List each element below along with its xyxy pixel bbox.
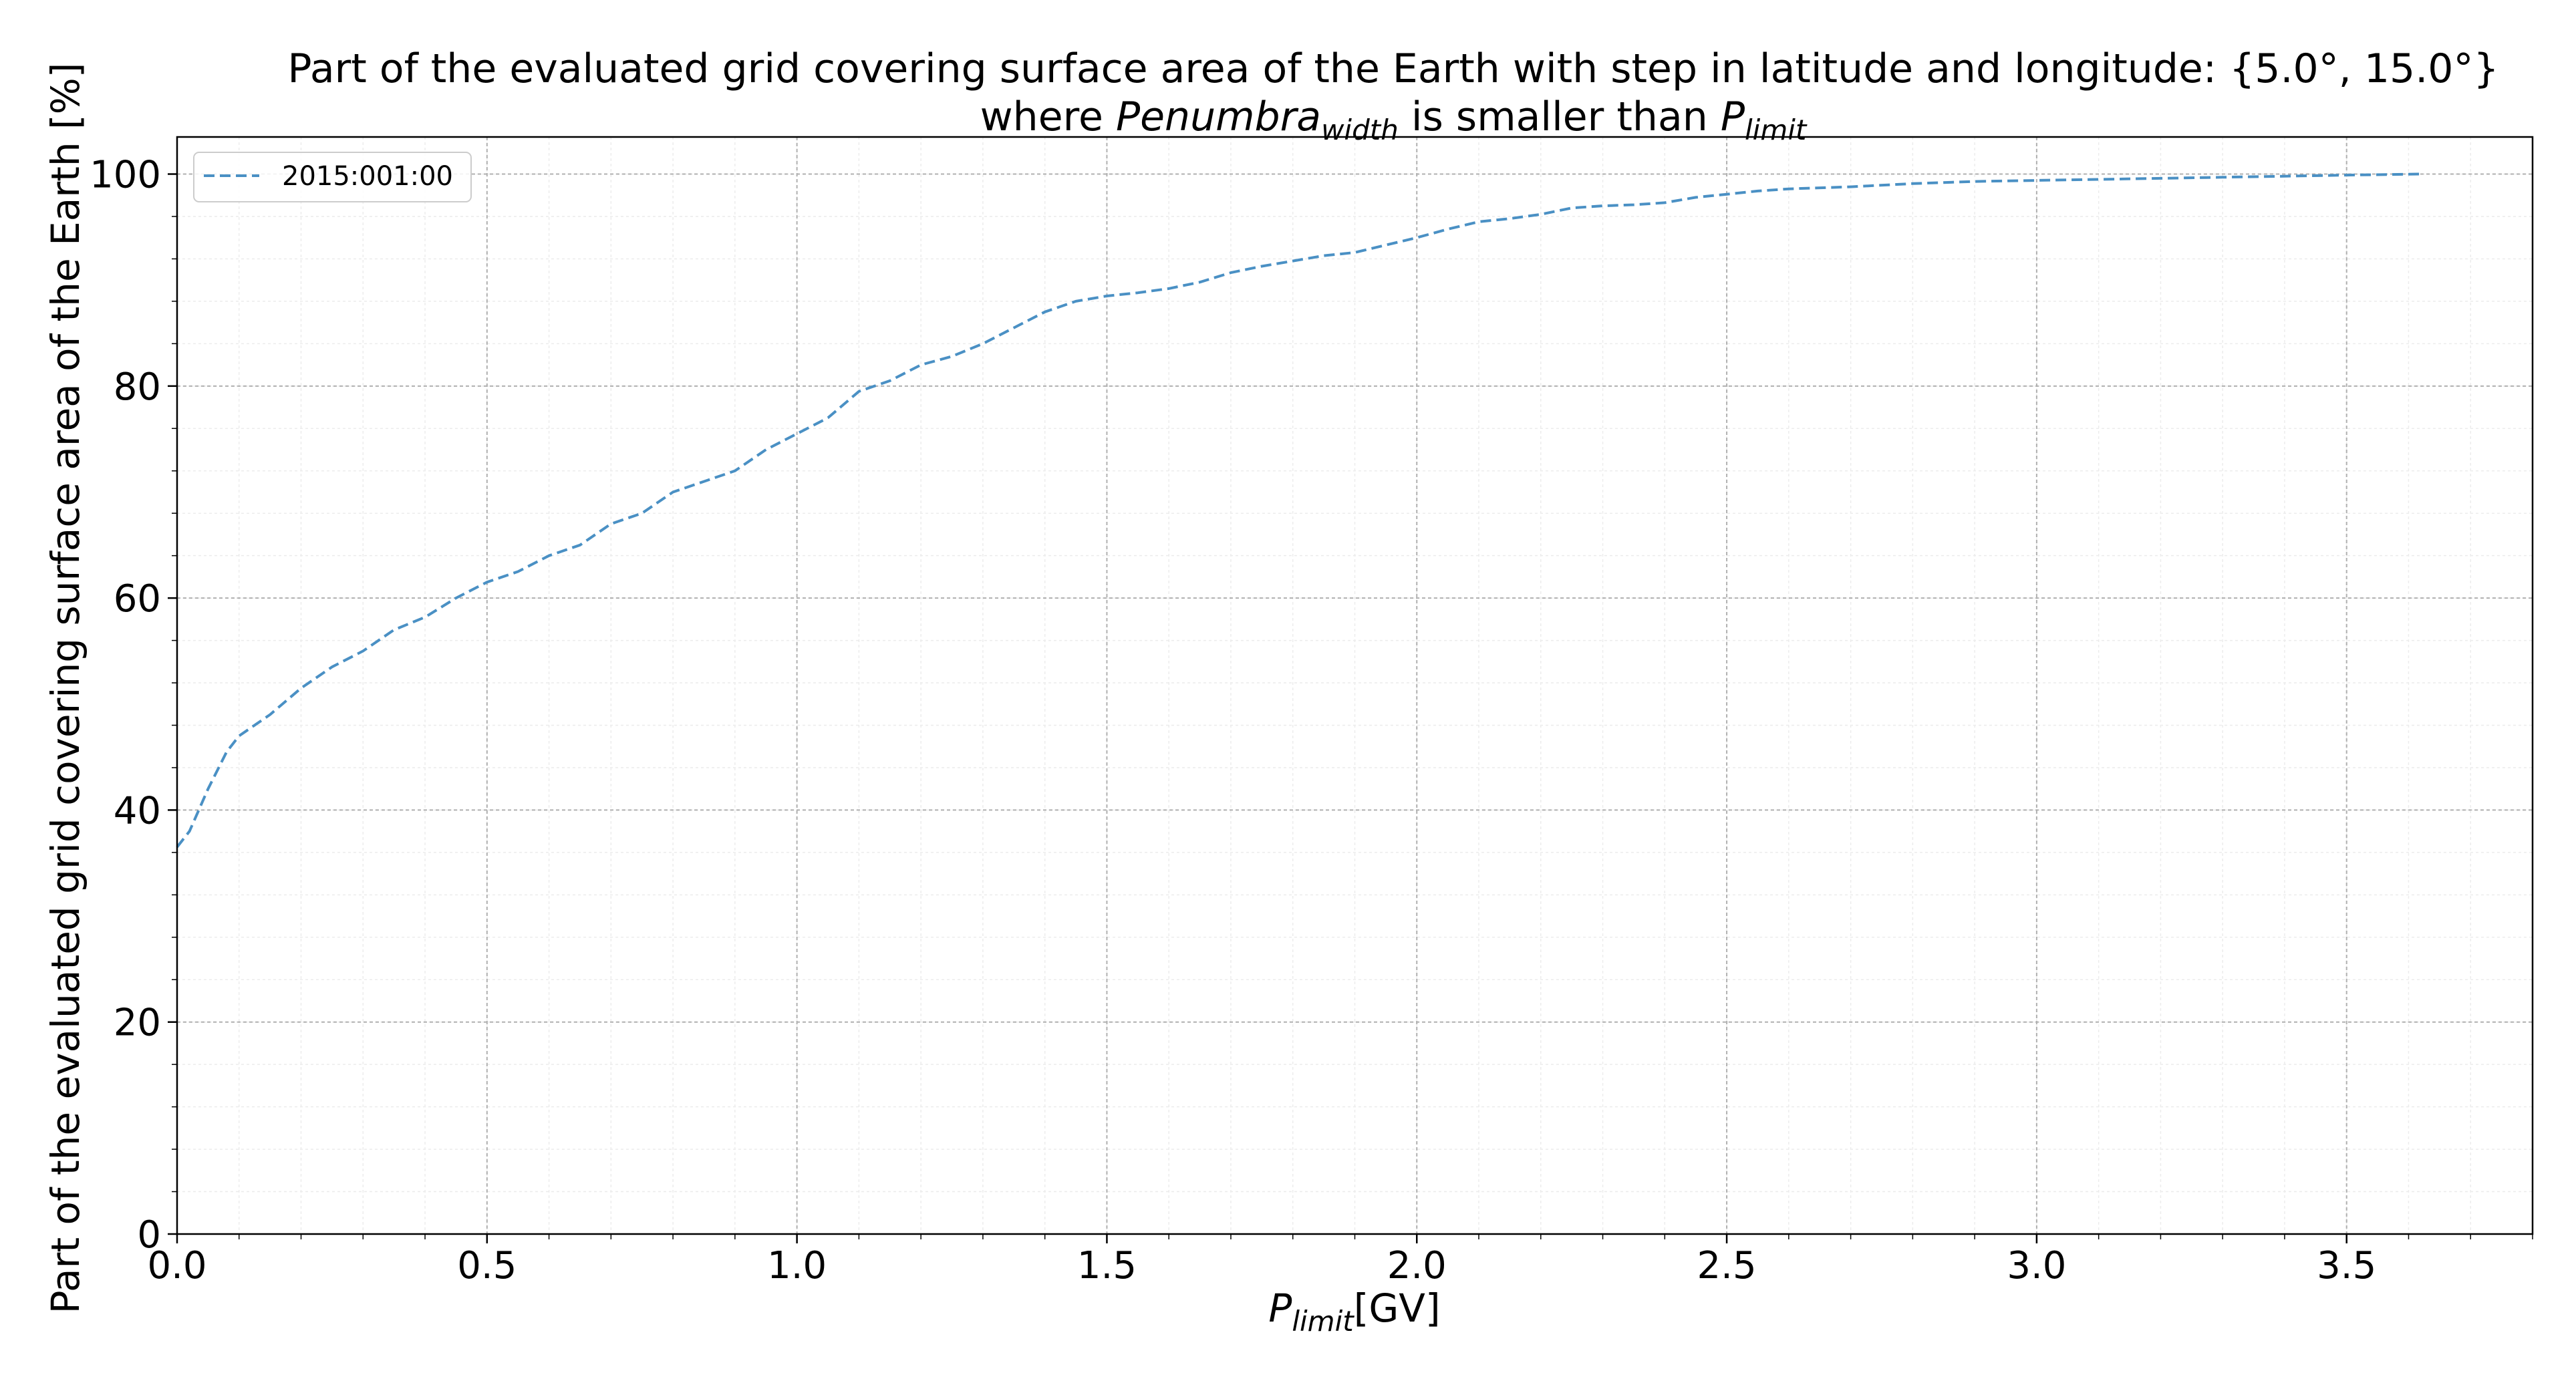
x-axis-label: Plimit[GV] (1268, 1285, 1440, 1338)
x-tick-label: 2.5 (1697, 1244, 1757, 1287)
chart-subtitle: where Penumbrawidth is smaller than Plim… (980, 94, 1808, 146)
series-line (176, 172, 2422, 849)
y-tick-label: 100 (90, 154, 161, 197)
chart-title: Part of the evaluated grid covering surf… (287, 45, 2498, 92)
x-tick-label: 0.0 (147, 1244, 206, 1287)
x-tick-label: 1.0 (767, 1244, 827, 1287)
legend: 2015:001:00 (193, 152, 472, 202)
x-axis-ticks: 0.0 0.5 1.0 1.5 2.0 2.5 3.0 3.5 (147, 1234, 2533, 1287)
legend-box (193, 152, 472, 202)
x-tick-label: 3.5 (2317, 1244, 2376, 1287)
legend-entry-label: 2015:001:00 (282, 161, 453, 192)
x-tick-label: 0.5 (457, 1244, 517, 1287)
y-tick-label: 60 (114, 577, 161, 621)
y-tick-label: 0 (137, 1213, 161, 1257)
y-axis-label: Part of the evaluated grid covering surf… (43, 63, 88, 1314)
x-tick-label: 2.0 (1387, 1244, 1447, 1287)
series-layer (176, 172, 2422, 849)
y-tick-label: 80 (114, 365, 161, 409)
y-tick-label: 40 (114, 789, 161, 832)
x-tick-label: 1.5 (1077, 1244, 1137, 1287)
y-tick-label: 20 (114, 1002, 161, 1045)
y-axis-ticks: 0 20 40 60 80 100 (90, 154, 177, 1257)
x-tick-label: 3.0 (2007, 1244, 2066, 1287)
